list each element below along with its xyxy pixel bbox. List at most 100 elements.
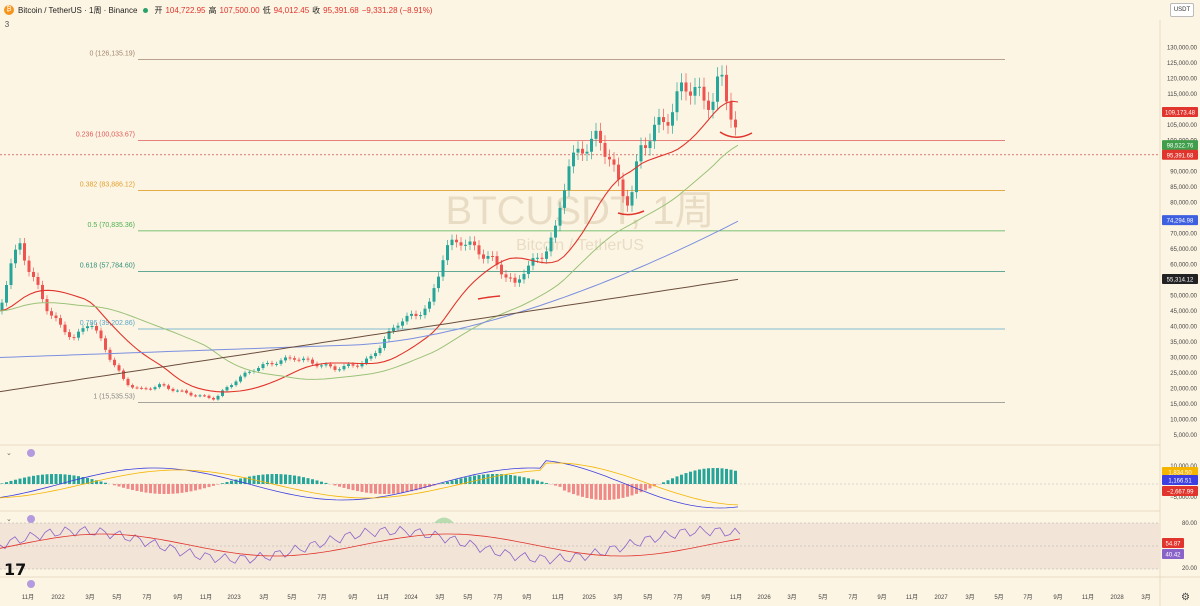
candle-body [486, 256, 490, 259]
candle-body [104, 338, 107, 350]
candle-body [527, 265, 530, 274]
time-tick-24: 11月 [730, 594, 742, 601]
macd-histogram-bar [612, 484, 616, 500]
macd-histogram-bar [95, 480, 98, 484]
macd-histogram-bar [531, 479, 535, 484]
macd-histogram-bar [405, 484, 409, 493]
price-tag-bg-3 [1162, 215, 1198, 226]
candle-body [320, 365, 323, 367]
macd-histogram-bar [464, 477, 467, 484]
macd-histogram-bar [473, 475, 476, 484]
macd-histogram-bar [0, 483, 4, 484]
candle-body [275, 363, 278, 365]
rsi-tag-bg-0 [1162, 538, 1184, 548]
candle-body [329, 364, 332, 367]
time-tick-38: 3月 [1141, 594, 1150, 601]
settings-gear-icon[interactable]: ⚙ [1181, 592, 1190, 603]
macd-histogram-bar [383, 484, 386, 494]
macd-histogram-bar [450, 480, 454, 484]
candle-body [500, 264, 503, 275]
macd-histogram-bar [378, 484, 382, 494]
candle-body [257, 368, 260, 371]
macd-histogram-bar [126, 484, 130, 489]
candle-body [671, 112, 674, 126]
price-tick-0: 130,000.00 [1167, 46, 1198, 52]
time-tick-30: 11月 [906, 594, 918, 601]
candle-body [716, 76, 719, 102]
macd-histogram-bar [149, 484, 152, 494]
candle-body [590, 138, 593, 152]
macd-collapse-icon[interactable]: ⌄ [6, 450, 12, 457]
price-tick-14: 60,000.00 [1170, 263, 1197, 269]
candle-body [662, 117, 665, 123]
macd-histogram-bar [684, 473, 688, 484]
macd-histogram-bar [621, 484, 625, 498]
time-tick-5: 9月 [173, 594, 182, 601]
macd-histogram-bar [221, 483, 224, 484]
rsi-collapse-icon[interactable]: ⌄ [6, 516, 12, 523]
macd-tag-1: 1,166.51 [1168, 479, 1192, 485]
time-tick-18: 11月 [552, 594, 564, 601]
time-tick-9: 5月 [287, 594, 296, 601]
macd-histogram-bar [306, 478, 310, 484]
candle-body [356, 365, 359, 367]
macd-histogram-bar [599, 484, 602, 500]
macd-histogram-bar [185, 484, 188, 493]
candle-body [32, 271, 35, 277]
candle-body [126, 378, 130, 386]
macd-histogram-bar [410, 484, 413, 492]
fib-label-3: 0.5 (70,835.36) [88, 222, 135, 229]
macd-histogram-bar [18, 478, 22, 484]
candle-body [41, 284, 44, 300]
candle-body [491, 256, 494, 258]
candle-body [675, 91, 679, 113]
low-value: 94,012.45 [273, 5, 310, 15]
candle-body [468, 241, 472, 245]
macd-histogram-bar [261, 474, 265, 484]
rsi-tag-1: 40.42 [1165, 553, 1181, 559]
macd-histogram-bar [567, 484, 571, 493]
rsi-indicator-icon[interactable] [27, 515, 35, 523]
candle-body [504, 274, 508, 278]
macd-histogram-bar [698, 469, 701, 484]
candle-body [239, 376, 242, 382]
candle-body [725, 74, 728, 102]
macd-histogram-bar [27, 476, 31, 484]
price-tick-25: 5,000.00 [1174, 433, 1198, 439]
macd-histogram-bar [482, 474, 485, 484]
macd-histogram-bar [23, 477, 26, 484]
candle-body [401, 321, 404, 326]
symbol-title[interactable]: Bitcoin / TetherUS · 1周 · Binance [18, 5, 138, 15]
candle-body [459, 242, 463, 246]
candle-body [414, 313, 418, 317]
collapse-legend-button[interactable]: 3 [4, 20, 10, 29]
candle-body [185, 390, 188, 393]
macd-indicator-icon[interactable] [27, 449, 35, 457]
tradingview-logo: 17 [4, 560, 27, 579]
time-tick-29: 9月 [877, 594, 886, 601]
candle-body [234, 381, 238, 386]
time-tick-16: 7月 [493, 594, 502, 601]
candle-body [455, 239, 458, 243]
fib-label-4: 0.618 (57,784.60) [80, 262, 135, 269]
candle-body [509, 277, 512, 279]
currency-button[interactable]: USDT [1170, 3, 1194, 17]
candle-body [563, 190, 566, 208]
candle-body [5, 285, 8, 303]
fib-label-6: 1 (15,535.53) [93, 393, 135, 400]
candle-body [261, 364, 265, 369]
extra-indicator-icon[interactable] [27, 580, 35, 588]
macd-histogram-bar [131, 484, 134, 491]
candle-body [428, 301, 431, 309]
candle-body [149, 388, 152, 390]
ema20-line [0, 100, 739, 393]
macd-histogram-bar [459, 478, 463, 484]
macd-histogram-bar [720, 468, 724, 484]
macd-histogram-bar [639, 484, 643, 493]
candle-body [203, 395, 206, 397]
price-tag-bg-1 [1162, 140, 1198, 151]
macd-histogram-bar [504, 474, 508, 484]
price-tag-2: 95,391.68 [1167, 153, 1194, 159]
candle-body [576, 148, 580, 153]
